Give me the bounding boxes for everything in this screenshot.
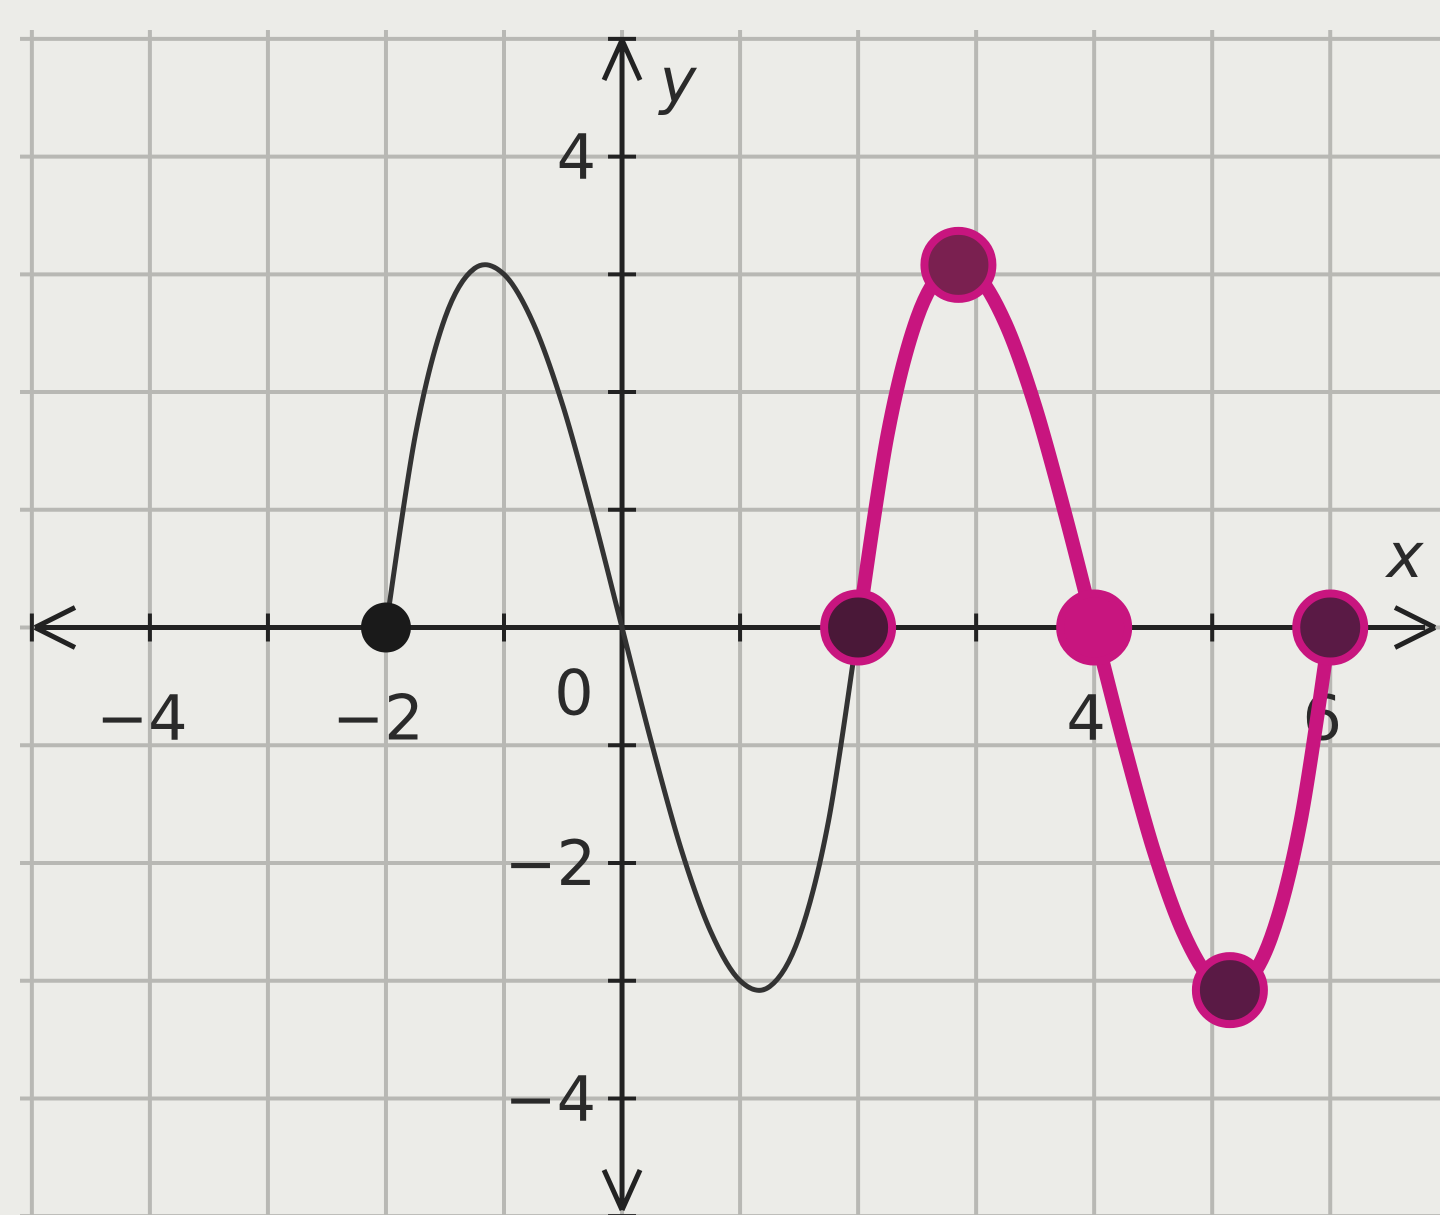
point — [361, 603, 411, 653]
point — [1296, 594, 1364, 662]
x-axis-label: x — [1385, 519, 1425, 592]
y-tick-label: 4 — [557, 121, 596, 194]
x-tick-label: −4 — [96, 682, 187, 755]
y-tick-label: −4 — [505, 1063, 596, 1136]
x-tick-label: 4 — [1066, 682, 1105, 755]
point — [924, 231, 992, 299]
paper — [0, 0, 1440, 1215]
point — [824, 594, 892, 662]
point — [1196, 956, 1264, 1024]
y-axis-label: y — [658, 44, 698, 117]
x-tick-label: −2 — [332, 682, 423, 755]
point — [1060, 594, 1128, 662]
y-tick-label: −2 — [505, 827, 596, 900]
x-tick-label: 0 — [554, 657, 593, 730]
chart: −4−20464−2−4xy — [0, 0, 1440, 1215]
